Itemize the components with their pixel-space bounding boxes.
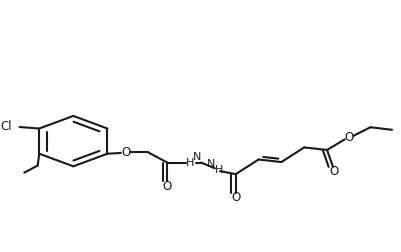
Text: N: N xyxy=(207,159,215,169)
Text: O: O xyxy=(328,165,338,178)
Text: H: H xyxy=(215,165,223,175)
Text: O: O xyxy=(231,191,240,204)
Text: O: O xyxy=(162,180,172,193)
Text: N: N xyxy=(193,152,201,162)
Text: H: H xyxy=(185,158,194,168)
Text: O: O xyxy=(121,146,130,159)
Text: O: O xyxy=(343,131,352,144)
Text: Cl: Cl xyxy=(1,119,12,133)
